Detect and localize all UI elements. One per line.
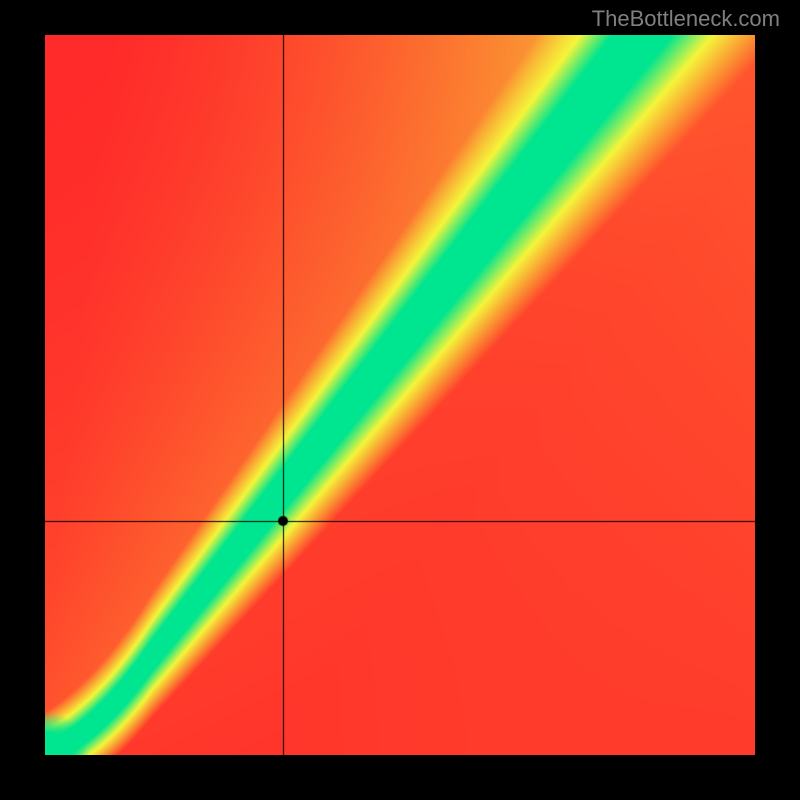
heatmap-canvas: [45, 35, 755, 755]
chart-container: TheBottleneck.com: [0, 0, 800, 800]
watermark-text: TheBottleneck.com: [592, 6, 780, 32]
plot-area: [45, 35, 755, 755]
